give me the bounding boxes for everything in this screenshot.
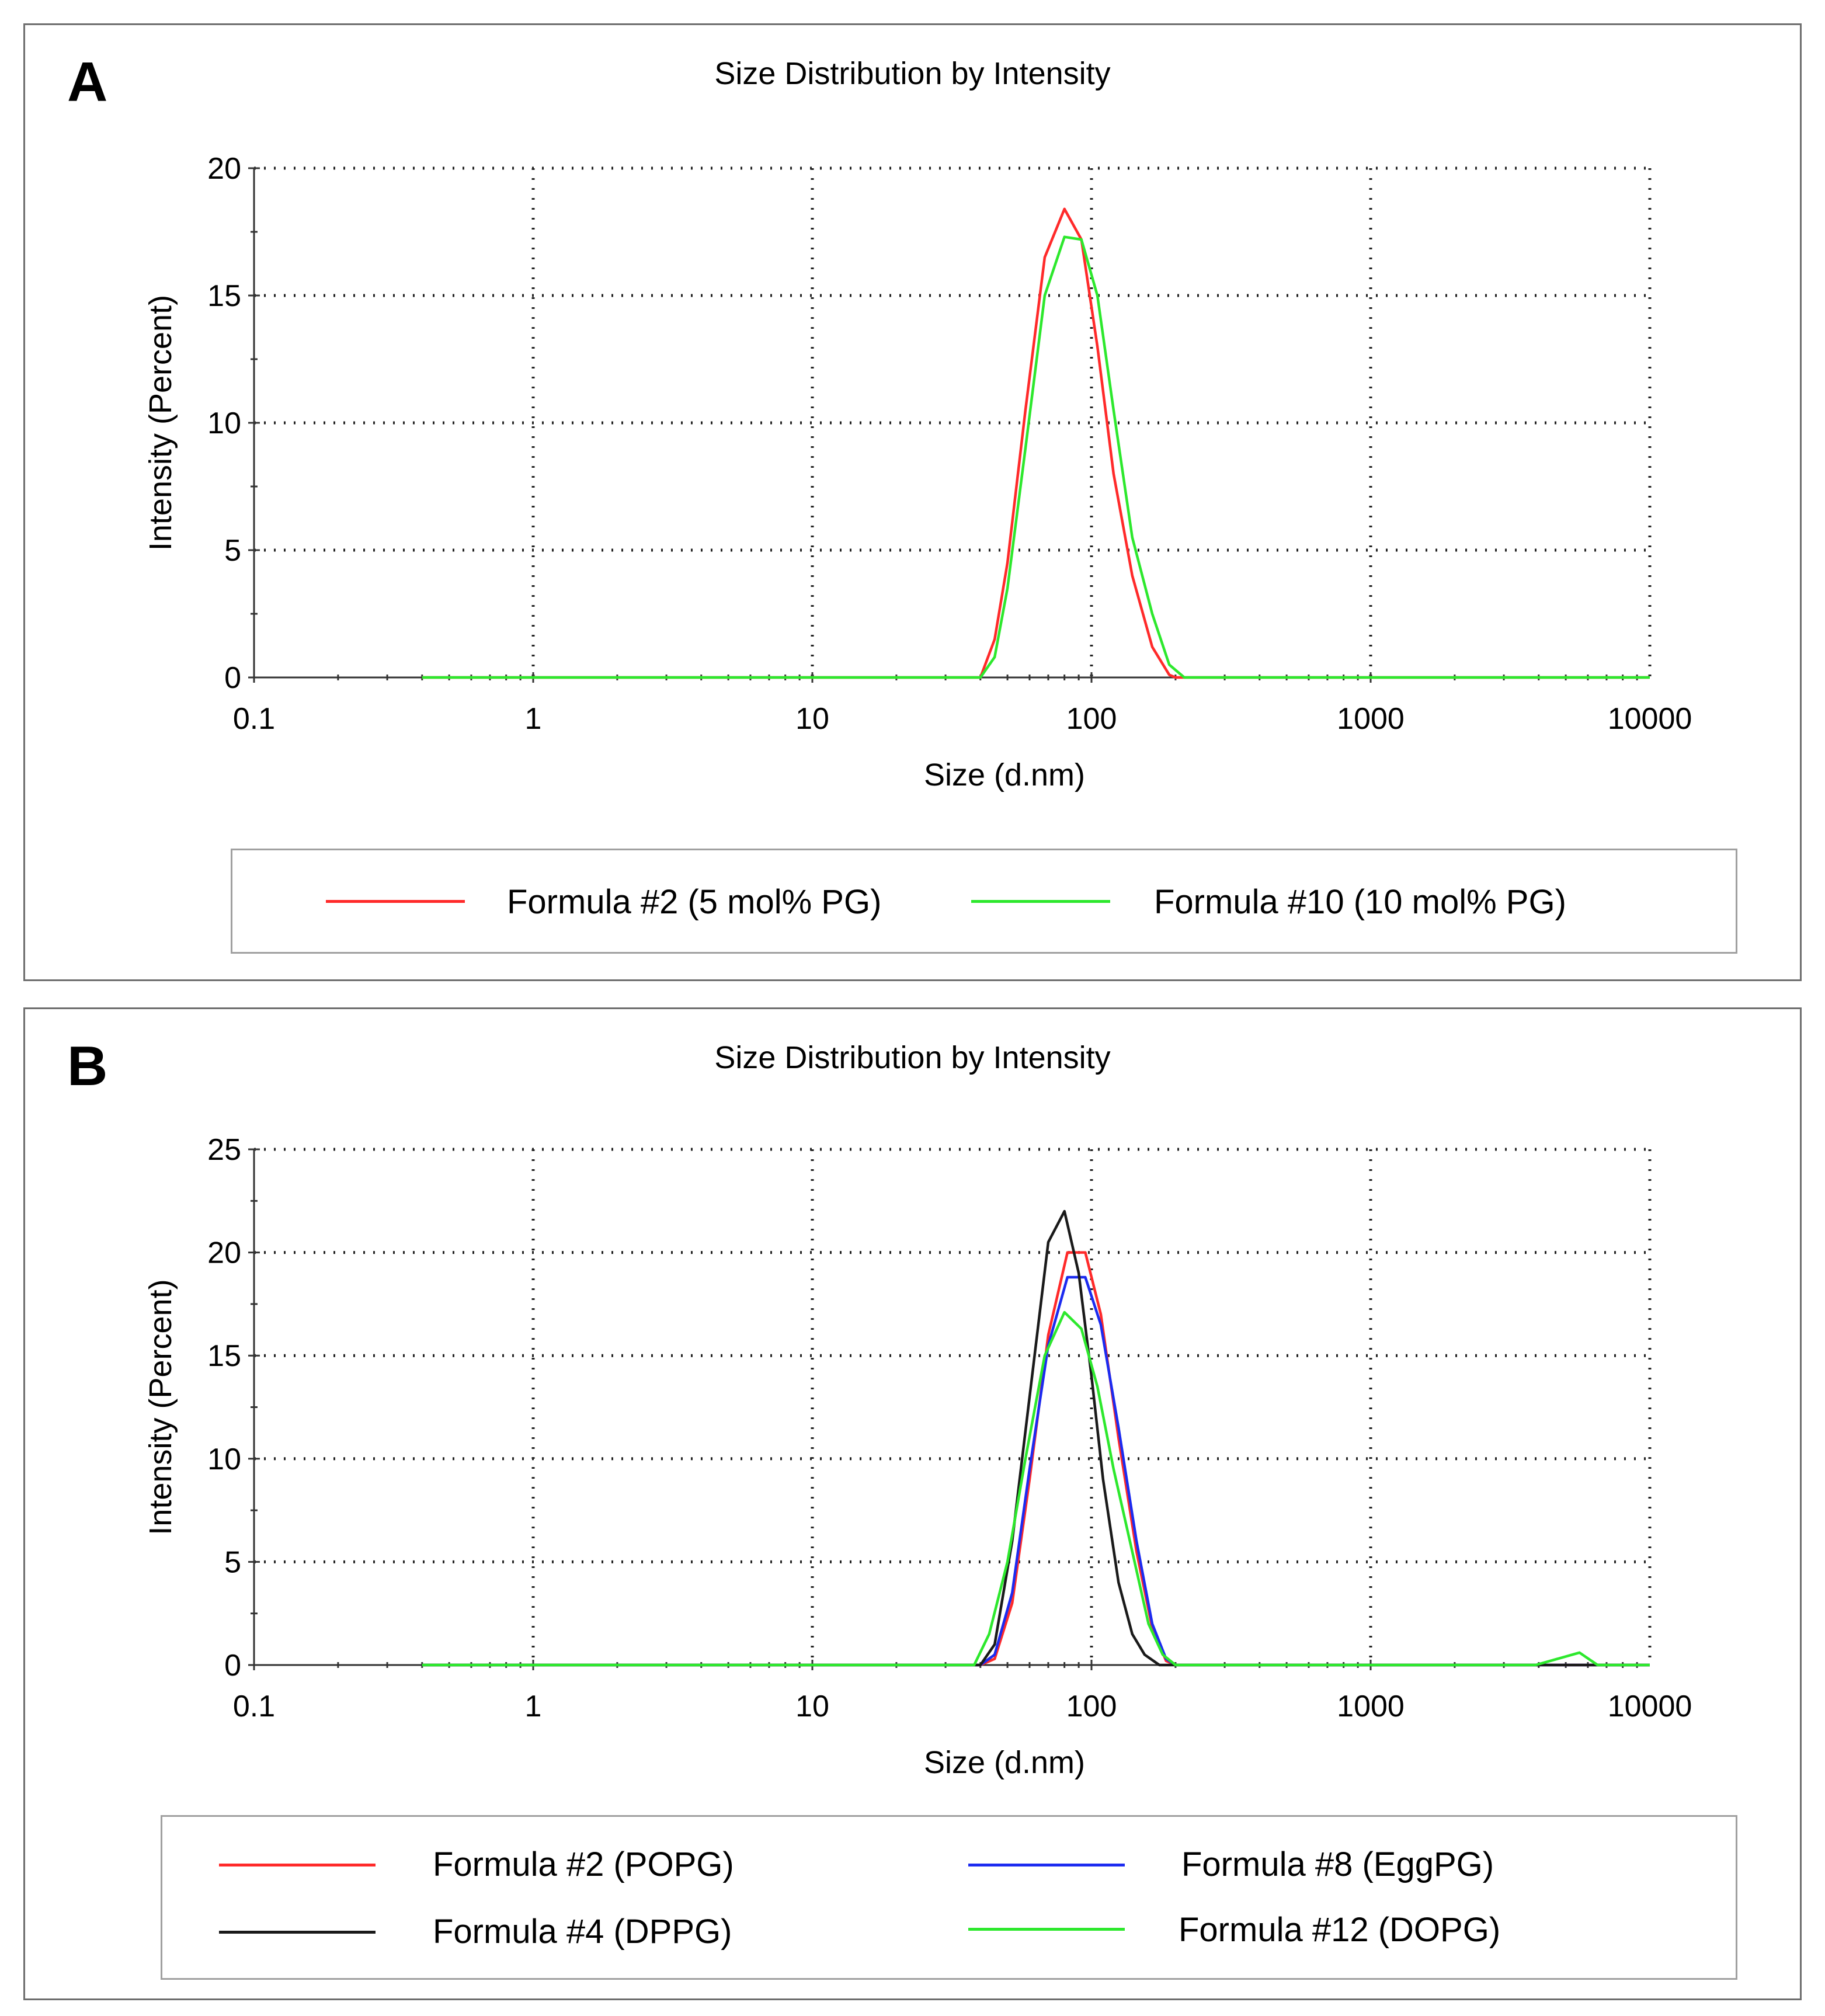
chart-title-a: Size Distribution by Intensity bbox=[714, 56, 1111, 91]
chart-b: 0.1 1 10 100 1000 10000 0 5 10 15 20 25 Size (d.nm) I… bbox=[143, 1133, 1692, 1780]
legend-b: Formula #2 (POPG) Formula #8 (EggPG) For… bbox=[161, 1815, 1737, 1980]
x-tick-label-b-4: 1000 bbox=[1337, 1690, 1405, 1723]
y-tick-label-b-1: 5 bbox=[224, 1545, 241, 1579]
y-tick-label-b-0: 0 bbox=[224, 1649, 241, 1683]
y-tick-label-a-4: 20 bbox=[207, 152, 241, 186]
legend-swatch-b-0 bbox=[219, 1864, 376, 1866]
chart-a: 0.1 1 10 100 1000 10000 0 5 10 15 20 Size (d.nm) Int… bbox=[143, 152, 1692, 793]
panel-letter-a: A bbox=[67, 51, 108, 113]
legend-label-a-1: Formula #10 (10 mol% PG) bbox=[1154, 883, 1566, 921]
x-tick-label-a-5: 10000 bbox=[1608, 702, 1692, 736]
y-tick-label-b-3: 15 bbox=[207, 1339, 241, 1373]
legend-swatch-b-2 bbox=[219, 1931, 376, 1934]
series-line-b-2 bbox=[422, 1209, 1650, 1667]
x-axis-label-b: Size (d.nm) bbox=[924, 1745, 1085, 1780]
series-line-a-1 bbox=[422, 235, 1650, 679]
legend-swatch-a-1 bbox=[971, 900, 1110, 903]
panel-letter-b: B bbox=[67, 1035, 108, 1097]
x-tick-label-a-2: 10 bbox=[795, 702, 829, 736]
y-tick-label-b-4: 20 bbox=[207, 1236, 241, 1270]
y-tick-label-b-2: 10 bbox=[207, 1443, 241, 1476]
series-line-a-0 bbox=[422, 207, 1650, 679]
x-tick-label-b-2: 10 bbox=[795, 1690, 829, 1723]
x-tick-label-b-5: 10000 bbox=[1608, 1690, 1692, 1723]
x-axis-label-a: Size (d.nm) bbox=[924, 757, 1085, 793]
series-line-b-3 bbox=[422, 1311, 1650, 1667]
legend-label-b-2: Formula #4 (DPPG) bbox=[433, 1913, 732, 1951]
legend-swatch-a-0 bbox=[326, 900, 465, 903]
legend-label-a-0: Formula #2 (5 mol% PG) bbox=[507, 883, 882, 921]
legend-swatch-b-1 bbox=[968, 1864, 1125, 1866]
y-tick-label-a-2: 10 bbox=[207, 406, 241, 440]
x-tick-label-b-0: 0.1 bbox=[233, 1690, 275, 1723]
panel-a: A Size Distribution by Intensity 0.1 1 10 1… bbox=[23, 23, 1802, 981]
panel-b: B Size Distribution by Intensity 0.1 1 10 1… bbox=[23, 1007, 1802, 2000]
x-tick-label-a-0: 0.1 bbox=[233, 702, 275, 736]
x-tick-label-a-3: 100 bbox=[1066, 702, 1117, 736]
x-tick-label-a-1: 1 bbox=[525, 702, 542, 736]
y-tick-label-b-5: 25 bbox=[207, 1133, 241, 1167]
x-tick-label-a-4: 1000 bbox=[1337, 702, 1405, 736]
series-line-b-1 bbox=[422, 1275, 1650, 1667]
x-tick-label-b-1: 1 bbox=[525, 1690, 542, 1723]
chart-title-b: Size Distribution by Intensity bbox=[714, 1040, 1111, 1075]
y-axis-label-a: Intensity (Percent) bbox=[143, 295, 178, 551]
y-tick-label-a-3: 15 bbox=[207, 279, 241, 313]
y-tick-label-a-1: 5 bbox=[224, 534, 241, 568]
legend-label-b-3: Formula #12 (DOPG) bbox=[1179, 1911, 1501, 1949]
legend-a: Formula #2 (5 mol% PG) Formula #10 (10 m… bbox=[231, 849, 1737, 954]
y-tick-label-a-0: 0 bbox=[224, 661, 241, 695]
legend-swatch-b-3 bbox=[968, 1928, 1125, 1931]
y-axis-label-b: Intensity (Percent) bbox=[143, 1279, 178, 1535]
x-tick-label-b-3: 100 bbox=[1066, 1690, 1117, 1723]
legend-label-b-1: Formula #8 (EggPG) bbox=[1181, 1845, 1494, 1883]
legend-label-b-0: Formula #2 (POPG) bbox=[433, 1845, 734, 1883]
